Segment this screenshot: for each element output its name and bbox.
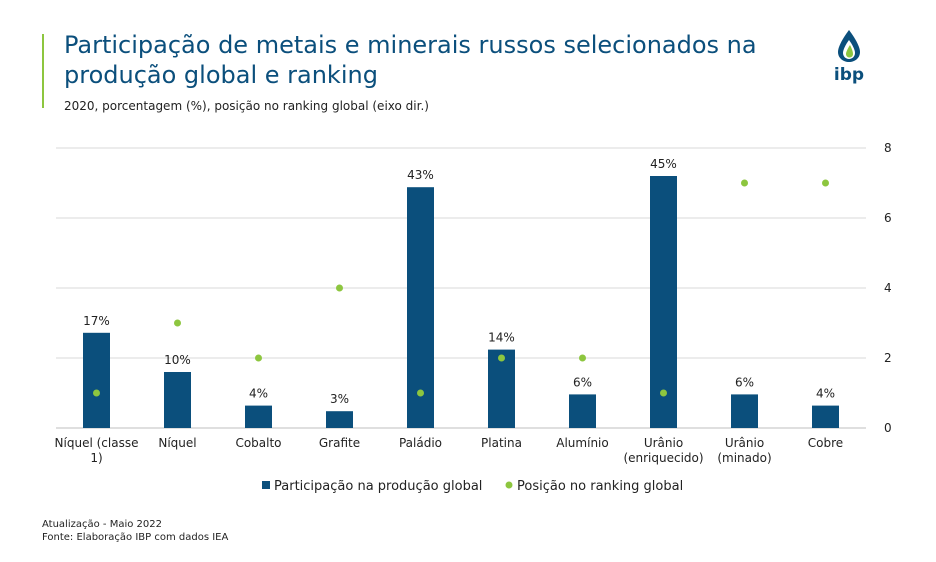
rank-point (417, 389, 424, 397)
bar (245, 405, 272, 428)
rank-point (579, 354, 586, 362)
bar (488, 349, 515, 428)
bar-data-label: 4% (816, 387, 835, 401)
rank-point (255, 354, 262, 362)
category-label: Grafite (319, 436, 360, 450)
rank-point (174, 319, 181, 327)
update-note: Atualização - Maio 2022 (42, 519, 162, 530)
bar (569, 394, 596, 428)
category-label: Cobalto (235, 436, 281, 450)
bar (812, 405, 839, 428)
category-label: Paládio (399, 436, 442, 450)
right-axis-tick-label: 6 (884, 211, 892, 225)
bar (83, 332, 110, 428)
category-label: Urânio (minado) (717, 436, 771, 465)
rank-point (741, 179, 748, 187)
source-note: Fonte: Elaboração IBP com dados IEA (42, 532, 229, 543)
right-axis-tick-label: 8 (884, 141, 892, 155)
bar-data-label: 4% (249, 387, 268, 401)
rank-point (660, 389, 667, 397)
bar-data-label: 14% (488, 331, 515, 345)
ibp-logo: ibp (834, 30, 864, 84)
data-labels: 17% 10% 4% 3% 43% 14% 6% 45% 6% 4% (83, 157, 835, 406)
rank-point (336, 284, 343, 292)
right-axis-tick-label: 4 (884, 281, 892, 295)
chart-subtitle: 2020, porcentagem (%), posição no rankin… (64, 99, 429, 113)
legend-dot-label: Posição no ranking global (517, 479, 683, 494)
right-axis-tick-label: 2 (884, 351, 892, 365)
legend-bar-swatch (262, 481, 270, 489)
category-label: Urânio (enriquecido) (623, 436, 703, 465)
legend: Participação na produção global Posição n… (262, 479, 683, 494)
bar-data-label: 43% (407, 168, 434, 182)
category-label: Níquel (158, 436, 196, 450)
footer: Atualização - Maio 2022 Fonte: Elaboraçã… (42, 518, 228, 544)
title-accent-bar (42, 34, 44, 108)
logo-text: ibp (834, 65, 864, 84)
rank-point (822, 179, 829, 187)
right-axis: 0 2 4 6 8 (884, 141, 892, 435)
category-label: Platina (481, 436, 522, 450)
category-label: Cobre (808, 436, 843, 450)
bar-data-label: 45% (650, 157, 677, 171)
bar-data-label: 6% (735, 375, 754, 389)
bar (650, 176, 677, 428)
legend-dot-swatch (505, 481, 513, 489)
bar (326, 411, 353, 428)
bar-series (83, 176, 839, 428)
bar-data-label: 3% (330, 392, 349, 406)
bar-data-label: 6% (573, 375, 592, 389)
chart-title: Participação de metais e minerais russos… (64, 31, 757, 89)
rank-point (93, 389, 100, 397)
bar (731, 394, 758, 428)
rank-point (498, 354, 505, 362)
bar (407, 187, 434, 428)
rank-series (93, 179, 829, 397)
category-label: Alumínio (556, 436, 608, 450)
legend-bar-label: Participação na produção global (274, 479, 482, 494)
category-axis: Níquel (classe 1) Níquel Cobalto Grafite Palá… (55, 436, 844, 465)
bar-data-label: 10% (164, 353, 191, 367)
category-label: Níquel (classe 1) (55, 436, 139, 465)
logo-drop-core-icon (846, 45, 853, 58)
bar-data-label: 17% (83, 314, 110, 328)
bar (164, 372, 191, 428)
right-axis-tick-label: 0 (884, 421, 892, 435)
